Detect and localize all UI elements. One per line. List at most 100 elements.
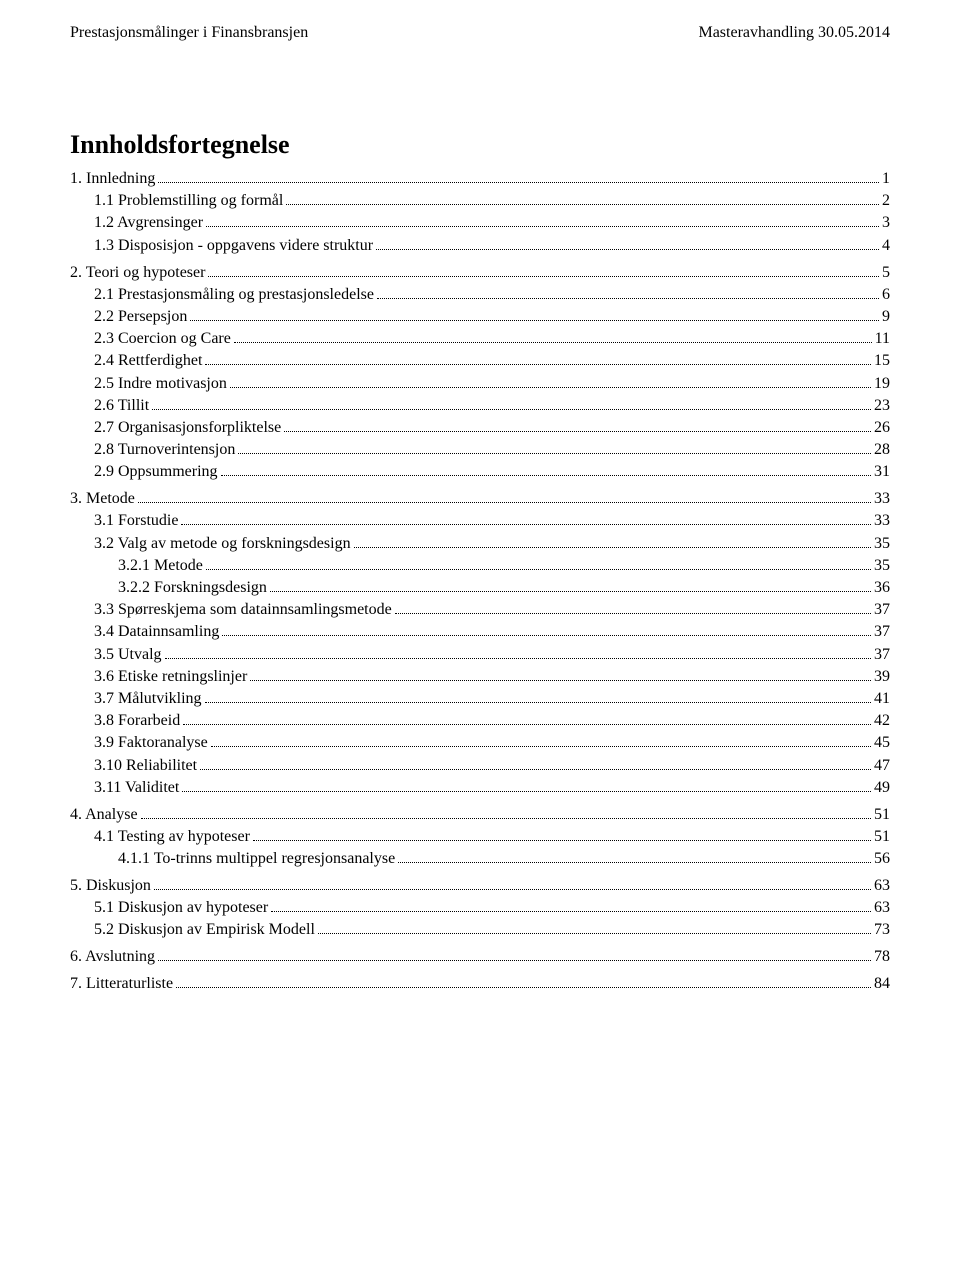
toc-entry-page: 37 xyxy=(874,646,890,664)
toc-title: Innholdsfortegnelse xyxy=(70,130,890,160)
toc-entry: 3.4 Datainnsamling37 xyxy=(94,623,890,641)
toc-entry: 2.9 Oppsummering31 xyxy=(94,463,890,481)
toc-entry-label: 3.7 Målutvikling xyxy=(94,690,202,708)
toc-leader-dots xyxy=(158,960,871,961)
toc-leader-dots xyxy=(376,249,879,250)
toc-leader-dots xyxy=(377,298,879,299)
toc-entry-page: 78 xyxy=(874,948,890,966)
page-header: Prestasjonsmålinger i Finansbransjen Mas… xyxy=(70,24,890,42)
toc-leader-dots xyxy=(190,320,879,321)
toc-entry-label: 5. Diskusjon xyxy=(70,877,151,895)
toc-entry-label: 3.1 Forstudie xyxy=(94,512,178,530)
toc-entry-label: 3.9 Faktoranalyse xyxy=(94,734,208,752)
toc-entry: 3.2.2 Forskningsdesign 36 xyxy=(118,579,890,597)
toc-entry-page: 73 xyxy=(874,921,890,939)
toc-leader-dots xyxy=(154,889,871,890)
toc-entry-label: 2.2 Persepsjon xyxy=(94,308,187,326)
toc-entry-page: 41 xyxy=(874,690,890,708)
toc-entry-page: 49 xyxy=(874,779,890,797)
toc-entry-page: 63 xyxy=(874,899,890,917)
toc-entry-label: 3. Metode xyxy=(70,490,135,508)
toc-entry-label: 4. Analyse xyxy=(70,806,138,824)
toc-leader-dots xyxy=(158,182,879,183)
toc-entry-label: 2.9 Oppsummering xyxy=(94,463,218,481)
toc-entry: 5.1 Diskusjon av hypoteser 63 xyxy=(94,899,890,917)
toc-entry-page: 51 xyxy=(874,806,890,824)
toc-entry-page: 36 xyxy=(874,579,890,597)
toc-entry: 3.3 Spørreskjema som datainnsamlingsmeto… xyxy=(94,601,890,619)
toc-entry-page: 23 xyxy=(874,397,890,415)
toc-entry-page: 39 xyxy=(874,668,890,686)
toc-leader-dots xyxy=(271,911,871,912)
toc-entry: 3.2 Valg av metode og forskningsdesign35 xyxy=(94,535,890,553)
toc-leader-dots xyxy=(182,791,871,792)
toc-entry-page: 63 xyxy=(874,877,890,895)
toc-entry-page: 47 xyxy=(874,757,890,775)
toc-entry: 4. Analyse 51 xyxy=(70,806,890,824)
toc-entry-label: 3.8 Forarbeid xyxy=(94,712,180,730)
toc-entry: 3.11 Validitet49 xyxy=(94,779,890,797)
toc-entry-label: 2.1 Prestasjonsmåling og prestasjonslede… xyxy=(94,286,374,304)
toc-entry: 4.1.1 To-trinns multippel regresjonsanal… xyxy=(118,850,890,868)
toc-entry-page: 26 xyxy=(874,419,890,437)
toc-leader-dots xyxy=(181,524,871,525)
toc-entry: 2.6 Tillit23 xyxy=(94,397,890,415)
toc-leader-dots xyxy=(200,769,871,770)
toc-leader-dots xyxy=(152,409,871,410)
toc-entry-page: 19 xyxy=(874,375,890,393)
toc-entry: 3.5 Utvalg 37 xyxy=(94,646,890,664)
toc-entry-page: 3 xyxy=(882,214,890,232)
toc-entry-label: 7. Litteraturliste xyxy=(70,975,173,993)
toc-leader-dots xyxy=(222,635,871,636)
toc-entry-page: 1 xyxy=(882,170,890,188)
toc-leader-dots xyxy=(211,746,871,747)
toc-entry-label: 2.5 Indre motivasjon xyxy=(94,375,227,393)
toc-entry-page: 45 xyxy=(874,734,890,752)
toc-entry: 4.1 Testing av hypoteser 51 xyxy=(94,828,890,846)
toc-entry-label: 2.3 Coercion og Care xyxy=(94,330,231,348)
toc-entry: 3.2.1 Metode35 xyxy=(118,557,890,575)
toc-entry: 2.2 Persepsjon9 xyxy=(94,308,890,326)
toc-entry: 1.1 Problemstilling og formål2 xyxy=(94,192,890,210)
toc-entry-page: 37 xyxy=(874,601,890,619)
toc-entry-label: 5.1 Diskusjon av hypoteser xyxy=(94,899,268,917)
toc-entry-label: 1.1 Problemstilling og formål xyxy=(94,192,283,210)
toc-entry-page: 84 xyxy=(874,975,890,993)
toc-entry: 2. Teori og hypoteser5 xyxy=(70,264,890,282)
toc-leader-dots xyxy=(398,862,871,863)
toc-leader-dots xyxy=(250,680,871,681)
toc-leader-dots xyxy=(238,453,871,454)
toc-entry-page: 51 xyxy=(874,828,890,846)
toc-entry-label: 1.3 Disposisjon - oppgavens videre struk… xyxy=(94,237,373,255)
toc-entry-label: 2.7 Organisasjonsforpliktelse xyxy=(94,419,281,437)
toc-entry-label: 6. Avslutning xyxy=(70,948,155,966)
toc-leader-dots xyxy=(141,818,871,819)
toc-entry-label: 2.4 Rettferdighet xyxy=(94,352,202,370)
toc-entry-page: 42 xyxy=(874,712,890,730)
toc-leader-dots xyxy=(208,276,879,277)
toc-entry-label: 3.5 Utvalg xyxy=(94,646,162,664)
toc-entry-page: 6 xyxy=(882,286,890,304)
toc-entry: 3.10 Reliabilitet 47 xyxy=(94,757,890,775)
toc-entry-label: 3.6 Etiske retningslinjer xyxy=(94,668,247,686)
toc-leader-dots xyxy=(286,204,879,205)
toc-entry: 1.2 Avgrensinger3 xyxy=(94,214,890,232)
toc-entry-page: 5 xyxy=(882,264,890,282)
table-of-contents: 1. Innledning 1 1.1 Problemstilling og for… xyxy=(70,170,890,993)
toc-entry-label: 1. Innledning xyxy=(70,170,155,188)
toc-entry-label: 3.10 Reliabilitet xyxy=(94,757,197,775)
toc-entry: 2.1 Prestasjonsmåling og prestasjonslede… xyxy=(94,286,890,304)
toc-entry-page: 35 xyxy=(874,535,890,553)
toc-entry: 7. Litteraturliste 84 xyxy=(70,975,890,993)
toc-entry-page: 37 xyxy=(874,623,890,641)
toc-entry-label: 3.2.2 Forskningsdesign xyxy=(118,579,267,597)
toc-entry-label: 4.1 Testing av hypoteser xyxy=(94,828,250,846)
toc-entry-page: 35 xyxy=(874,557,890,575)
toc-entry-page: 56 xyxy=(874,850,890,868)
toc-entry: 3.7 Målutvikling 41 xyxy=(94,690,890,708)
toc-entry: 1. Innledning 1 xyxy=(70,170,890,188)
toc-entry: 3. Metode33 xyxy=(70,490,890,508)
toc-leader-dots xyxy=(230,387,871,388)
toc-leader-dots xyxy=(221,475,871,476)
toc-leader-dots xyxy=(138,502,871,503)
